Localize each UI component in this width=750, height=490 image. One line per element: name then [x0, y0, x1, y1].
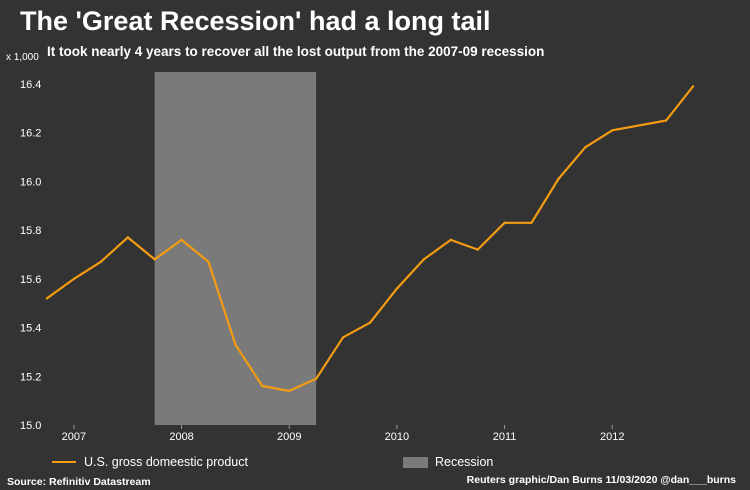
- x-tick-label: 2008: [169, 431, 193, 443]
- gdp-data-point: [99, 260, 103, 264]
- legend-gdp: U.S. gross domeestic product: [52, 455, 248, 469]
- gdp-data-point: [476, 248, 479, 251]
- gdp-data-point: [368, 321, 372, 324]
- x-tick-label: 2010: [385, 431, 409, 443]
- legend-recession-label: Recession: [435, 455, 494, 469]
- legend-recession: Recession: [403, 455, 493, 469]
- gdp-data-point: [234, 343, 237, 346]
- gdp-data-point: [584, 146, 587, 149]
- y-tick-label: 15.8: [20, 225, 41, 237]
- gdp-data-point: [395, 287, 399, 290]
- y-tick-label: 15.0: [20, 420, 41, 432]
- credit-note: Reuters graphic/Dan Burns 11/03/2020 @da…: [466, 474, 736, 486]
- gdp-data-point: [691, 85, 695, 88]
- gdp-data-point: [45, 297, 49, 300]
- gdp-data-point: [664, 119, 668, 122]
- chart-title: The 'Great Recession' had a long tail: [20, 6, 491, 36]
- gdp-data-point: [449, 238, 452, 242]
- gdp-data-point: [126, 236, 129, 239]
- y-tick-label: 15.2: [20, 371, 41, 383]
- y-tick-label: 16.0: [20, 176, 41, 188]
- x-tick-label: 2012: [600, 431, 624, 443]
- gdp-data-point: [637, 124, 641, 127]
- gdp-data-point: [503, 221, 506, 225]
- y-tick-label: 15.6: [20, 274, 41, 286]
- legend-gdp-label: U.S. gross domeestic product: [84, 455, 248, 469]
- gdp-series-line: [45, 85, 695, 392]
- y-tick-label: 16.4: [20, 79, 41, 91]
- gdp-data-point: [180, 238, 183, 242]
- x-tick-label: 2009: [277, 431, 301, 443]
- chart-subtitle: It took nearly 4 years to recover all th…: [47, 44, 545, 59]
- x-tick-label: 2011: [493, 431, 517, 443]
- recession-band: [154, 72, 317, 425]
- legend-recession-swatch: [403, 456, 428, 468]
- gdp-data-point: [422, 258, 426, 261]
- gdp-data-point: [314, 377, 318, 380]
- x-tick-label: 2007: [62, 431, 86, 443]
- gdp-data-point: [207, 260, 210, 264]
- gdp-data-point: [341, 336, 345, 339]
- gdp-data-point: [611, 129, 614, 132]
- legend-gdp-swatch: [52, 461, 76, 463]
- y-tick-label: 16.2: [20, 128, 41, 140]
- gdp-data-point: [530, 221, 533, 225]
- y-axis-unit-label: x 1,000: [6, 52, 39, 63]
- gdp-data-point: [261, 384, 264, 388]
- gdp-data-point: [72, 277, 76, 281]
- gdp-data-point: [153, 258, 156, 261]
- source-note: Source: Refinitiv Datastream: [7, 476, 151, 488]
- gdp-data-point: [557, 177, 560, 181]
- gdp-data-point: [288, 389, 291, 393]
- y-tick-label: 15.4: [20, 323, 41, 335]
